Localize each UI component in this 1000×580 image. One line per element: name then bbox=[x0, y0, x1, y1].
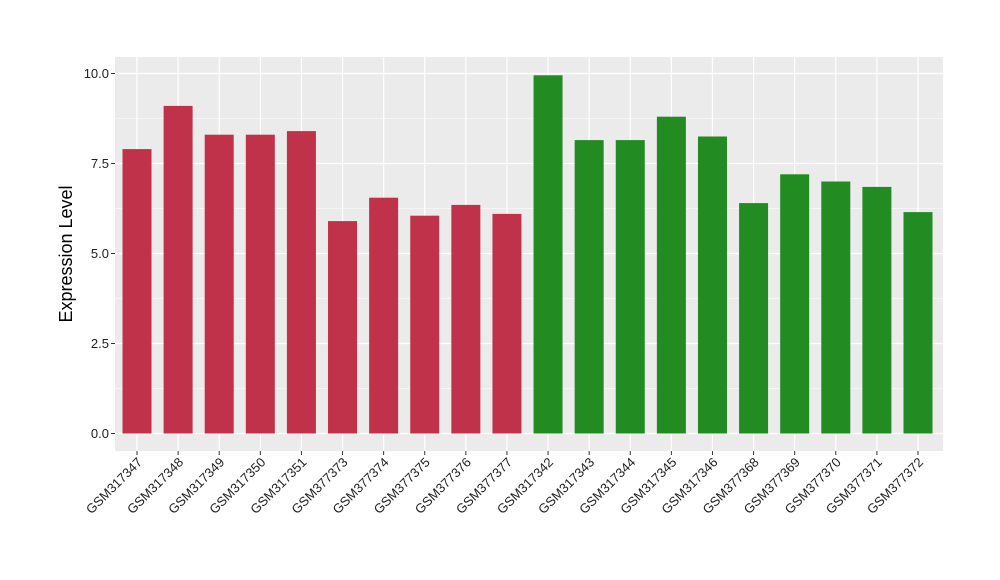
bar bbox=[492, 213, 522, 434]
y-tick-label: 10.0 bbox=[84, 66, 109, 81]
bar bbox=[574, 140, 604, 434]
bar bbox=[451, 204, 481, 434]
bar bbox=[862, 186, 892, 434]
y-tick-label: 5.0 bbox=[91, 246, 109, 261]
x-axis: GSM317347GSM317348GSM317349GSM317350GSM3… bbox=[83, 451, 926, 517]
bars-group bbox=[122, 75, 933, 434]
bar bbox=[533, 75, 563, 434]
bar bbox=[739, 203, 769, 434]
bar bbox=[697, 136, 727, 434]
bar bbox=[821, 181, 851, 434]
bar bbox=[286, 131, 316, 434]
bar bbox=[410, 215, 440, 434]
bar bbox=[369, 197, 399, 434]
y-tick-label: 0.0 bbox=[91, 426, 109, 441]
bar bbox=[204, 134, 234, 434]
bar bbox=[780, 174, 810, 434]
y-tick-label: 2.5 bbox=[91, 336, 109, 351]
bar bbox=[615, 140, 645, 434]
bar bbox=[903, 212, 933, 434]
bar bbox=[328, 221, 358, 434]
y-tick-label: 7.5 bbox=[91, 156, 109, 171]
bar bbox=[122, 149, 152, 434]
bar bbox=[245, 134, 275, 434]
bar bbox=[163, 105, 193, 434]
y-axis: 0.0 2.5 5.0 7.5 10.0 bbox=[84, 66, 115, 441]
y-axis-title: Expression Level bbox=[56, 185, 76, 322]
bar bbox=[656, 116, 686, 434]
